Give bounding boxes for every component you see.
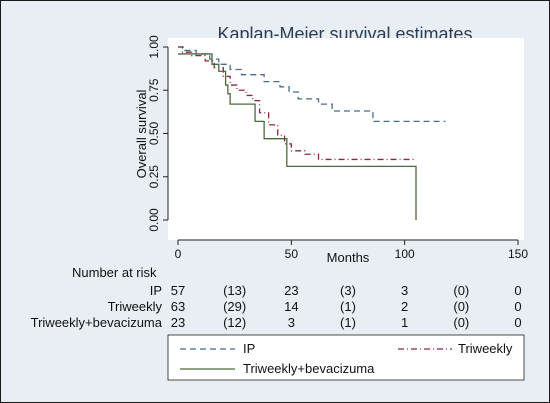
risk-row-label: IP [150, 283, 162, 298]
risk-cell: 57 [171, 283, 185, 298]
x-tick-label: 50 [285, 247, 299, 261]
y-tick-label: 0.75 [147, 78, 161, 102]
series-line-triweekly [178, 46, 416, 161]
risk-cell: 14 [284, 299, 298, 314]
x-tick-label: 0 [175, 247, 182, 261]
risk-cell: 23 [284, 283, 298, 298]
series-line-ip [178, 46, 446, 123]
risk-cell: (13) [223, 283, 246, 298]
risk-cell: 3 [401, 283, 408, 298]
legend-box [167, 334, 525, 381]
survival-curves [178, 46, 446, 220]
risk-cell: (0) [453, 315, 469, 330]
legend-label-ip: IP [243, 341, 255, 356]
risk-cell: (12) [223, 315, 246, 330]
risk-cell: (0) [453, 283, 469, 298]
plot-area [168, 38, 524, 240]
risk-cell: (1) [340, 299, 356, 314]
y-axis-label: Overall survival [134, 89, 149, 178]
x-axis: 0 50 100 150 [175, 239, 528, 261]
risk-cell: 0 [514, 299, 521, 314]
risk-table: IP 57 (13) 23 (3) 3 (0) 0 Triweekly 63 (29) 14 (1) 2 (… [31, 283, 522, 330]
legend-label-triweekly-bev: Triweekly+bevacizuma [243, 361, 375, 376]
series-line-triweekly-bevacizuma [178, 53, 417, 220]
risk-cell: (29) [223, 299, 246, 314]
risk-cell: 3 [288, 315, 295, 330]
x-tick-label: 150 [508, 247, 528, 261]
risk-cell: (0) [453, 299, 469, 314]
risk-cell: (1) [340, 315, 356, 330]
risk-row-label: Triweekly [108, 299, 163, 314]
legend-label-triweekly: Triweekly [458, 341, 513, 356]
y-tick-label: 0.00 [147, 208, 161, 232]
x-tick-label: 100 [395, 247, 415, 261]
y-axis: 0.00 0.25 0.50 0.75 1.00 [147, 35, 169, 232]
y-tick-label: 1.00 [147, 35, 161, 59]
legend: IP Triweekly Triweekly+bevacizuma [167, 334, 525, 381]
risk-cell: 23 [171, 315, 185, 330]
risk-cell: (3) [340, 283, 356, 298]
x-axis-label: Months [327, 250, 370, 265]
risk-cell: 2 [401, 299, 408, 314]
risk-cell: 63 [171, 299, 185, 314]
risk-table-title: Number at risk [72, 265, 157, 280]
risk-row-label: Triweekly+bevacizuma [31, 315, 163, 330]
y-tick-label: 0.50 [147, 121, 161, 145]
risk-cell: 0 [514, 283, 521, 298]
y-tick-label: 0.25 [147, 165, 161, 189]
risk-cell: 1 [401, 315, 408, 330]
risk-cell: 0 [514, 315, 521, 330]
